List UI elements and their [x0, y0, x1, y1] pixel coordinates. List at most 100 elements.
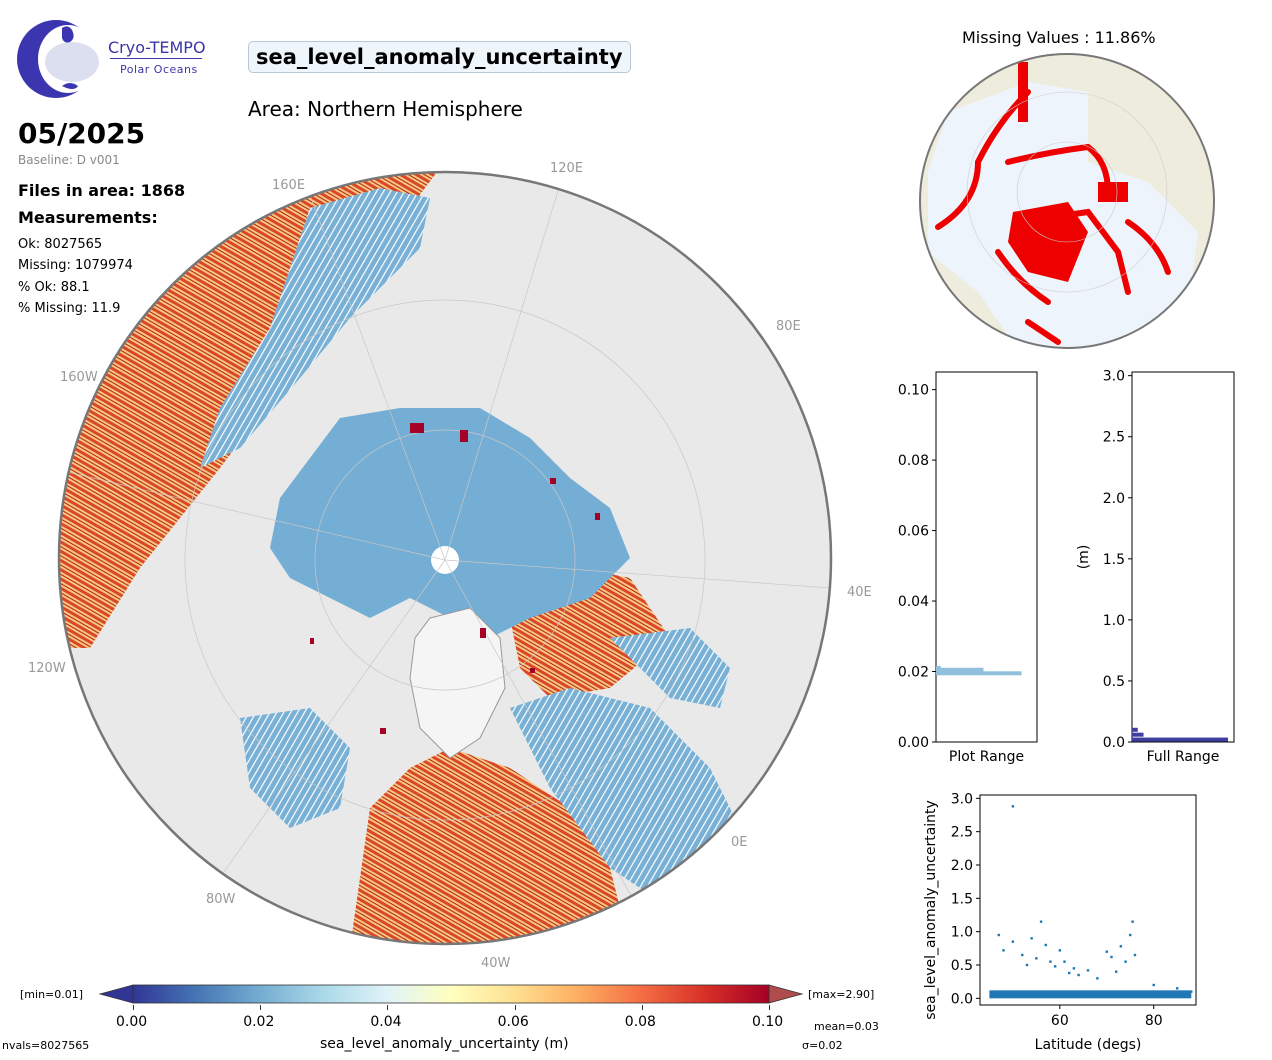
hist-ytick-label: 0.5: [1103, 674, 1125, 690]
main-polar-map: [57, 170, 833, 946]
missing-value-tracks: [935, 89, 1171, 345]
colorbar-max-arrow: [768, 984, 804, 1004]
scatter-point: [1105, 950, 1108, 953]
colorbar-tick: [260, 1005, 262, 1010]
scatter-point: [1152, 983, 1155, 987]
scatter-dense-band: [989, 990, 1192, 999]
scatter-point: [1077, 973, 1080, 977]
stat-pct-ok: % Ok: 88.1: [18, 280, 90, 295]
missing-values-title: Missing Values : 11.86%: [962, 28, 1156, 47]
greenland-landmass: [409, 607, 506, 759]
hist-xlabel: Full Range: [1147, 749, 1220, 765]
scatter-point: [1011, 940, 1015, 943]
bering-sea-swath: [200, 188, 430, 468]
scatter-point: [997, 933, 1000, 937]
scatter-ylabel: sea_level_anomaly_uncertainty: [923, 800, 939, 1020]
lon-label-40e: 40E: [847, 585, 872, 600]
date-label: 05/2025: [18, 117, 146, 150]
histogram-plot-range: 0.00 0.02 0.04 0.06 0.08 0.10 Plot Range: [898, 371, 1038, 765]
scatter-point: [1114, 970, 1118, 973]
scatter-ytick-label: 3.0: [951, 791, 973, 807]
scatter-point: [1110, 955, 1113, 959]
sigma-label: σ=0.02: [802, 1039, 843, 1052]
scatter-ytick-label: 1.5: [951, 891, 973, 907]
scatter-ytick-label: 1.0: [951, 925, 973, 941]
map-border: [57, 170, 833, 946]
hist-ytick-label: 2.5: [1103, 430, 1125, 446]
scatter-point: [1119, 945, 1123, 948]
measurements-heading: Measurements:: [18, 208, 158, 227]
hist-ytick-label: 1.5: [1103, 552, 1125, 568]
scatter-point: [1086, 969, 1090, 972]
scatter-frame: [979, 794, 1197, 1006]
scatter-point: [1035, 957, 1038, 960]
hist-frame: [935, 371, 1038, 743]
logo-divider: [110, 58, 202, 59]
scatter-point: [1072, 967, 1076, 970]
mean-label: mean=0.03: [814, 1020, 879, 1033]
nvals-label: nvals=8027565: [2, 1039, 90, 1052]
stat-ok: Ok: 8027565: [18, 237, 103, 252]
hist-ytick-label: 0.0: [1103, 735, 1125, 751]
colorbar-max-label: [max=2.90]: [808, 988, 875, 1001]
scatter-point: [1129, 933, 1132, 937]
hist-bar: [1132, 737, 1228, 742]
scatter-point: [1133, 953, 1137, 957]
lon-label-160e: 160E: [272, 178, 306, 193]
scatter-point: [1030, 937, 1033, 940]
colorbar-tick-label: 0.08: [624, 1014, 656, 1030]
mini-map-border: [919, 53, 1215, 349]
variable-title: sea_level_anomaly_uncertainty: [248, 41, 631, 73]
colorbar-tick-label: 0.02: [243, 1014, 275, 1030]
arctic-ocean-data: [270, 408, 630, 638]
scatter-point: [1058, 949, 1062, 952]
scatter-ytick-label: 2.5: [951, 825, 973, 841]
hist-ytick-label: 3.0: [1103, 369, 1125, 385]
high-uncertainty-points: [310, 423, 600, 734]
missing-value-blobs: [1008, 62, 1128, 282]
scatter-point: [1002, 949, 1005, 952]
kara-sea-swath: [610, 628, 730, 708]
scatter-point: [1053, 965, 1057, 968]
scatter-point: [1049, 960, 1052, 963]
scatter-point: [1190, 990, 1193, 993]
scatter-xtick-label: 80: [1145, 1013, 1163, 1029]
hist-bar: [936, 666, 941, 670]
logo-subtitle: Polar Oceans: [120, 63, 198, 76]
mini-graticule: [966, 91, 1168, 293]
hist-bar: [936, 667, 984, 672]
hist-ytick-label: 1.0: [1103, 613, 1125, 629]
hudson-bay-swath: [240, 708, 350, 828]
hist-ytick-label: 0.08: [898, 453, 929, 469]
scatter-point: [1011, 805, 1015, 808]
scatter-point: [1068, 971, 1071, 975]
colorbar-tick: [641, 1005, 643, 1010]
scatter-point: [1096, 977, 1099, 980]
hist-ytick-label: 2.0: [1103, 491, 1125, 507]
hist-frame: [1131, 371, 1235, 743]
hist-ytick-label: 0.10: [898, 383, 929, 399]
scatter-point: [1176, 987, 1179, 990]
scatter-point: [1131, 920, 1134, 923]
area-label: Area: Northern Hemisphere: [248, 97, 523, 121]
colorbar-min-arrow: [98, 984, 134, 1004]
hist-bar: [1132, 727, 1138, 732]
logo-name: Cryo-TEMPO: [108, 38, 206, 57]
scatter-xlabel: Latitude (degs): [1035, 1037, 1142, 1053]
lon-label-0e: 0E: [731, 835, 748, 850]
hist-ytick-label: 0.02: [898, 665, 929, 681]
colorbar-tick: [133, 1005, 134, 1010]
hist-xlabel: Plot Range: [949, 749, 1024, 765]
hist-bar: [936, 671, 1022, 676]
lon-label-40w: 40W: [481, 956, 511, 971]
scatter-point: [1063, 960, 1066, 963]
hist-ylabel: (m): [1076, 545, 1092, 570]
scatter-ytick-label: 0.5: [951, 958, 973, 974]
atlantic-uncertainty-swath: [350, 748, 630, 944]
hist-bar: [1132, 732, 1144, 737]
missing-values-map: [919, 53, 1215, 349]
colorbar-tick: [387, 1005, 389, 1010]
colorbar-tick-label: 0.00: [116, 1014, 148, 1030]
